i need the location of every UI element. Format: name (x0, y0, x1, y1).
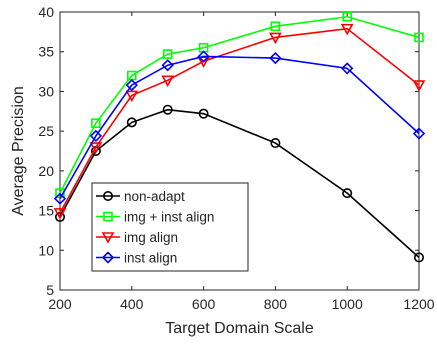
legend-item-img-align: img align (96, 230, 178, 245)
legend-swatch-marker (103, 211, 113, 222)
data-point (126, 117, 137, 128)
x-tick-label: 400 (120, 296, 144, 312)
data-point (89, 129, 103, 143)
data-point (125, 78, 138, 92)
x-axis-label: Target Domain Scale (165, 320, 314, 337)
data-point (53, 208, 67, 220)
data-point (270, 21, 281, 32)
y-tick-label: 30 (38, 83, 54, 99)
data-point (269, 51, 282, 65)
data-point (91, 118, 101, 128)
y-tick-label: 10 (38, 242, 54, 258)
y-tick-label: 15 (38, 203, 54, 219)
x-tick-label: 200 (48, 296, 72, 312)
data-point (414, 32, 424, 43)
legend-box (91, 182, 249, 272)
data-point (197, 50, 210, 63)
legend: non-adapt img + inst align img align inst a… (91, 182, 249, 272)
x-tick-label: 1200 (403, 296, 434, 312)
legend-swatch-marker (101, 232, 115, 244)
data-point (161, 59, 174, 72)
legend-item-inst-align: inst align (96, 251, 177, 266)
legend-swatch-marker (103, 191, 114, 202)
data-point (342, 188, 353, 199)
data-point (340, 23, 354, 36)
data-point (125, 90, 139, 103)
data-point (269, 32, 282, 45)
series-line-img-inst-align (59, 15, 420, 194)
series-line-non-adapt (59, 108, 420, 259)
data-point (342, 11, 353, 22)
legend-item-non-adapt: non-adapt (96, 189, 185, 204)
data-point (89, 142, 103, 154)
data-point (412, 127, 426, 140)
legend-item-img-inst-align: img + inst align (96, 210, 214, 225)
legend-label: inst align (124, 251, 177, 266)
data-point (162, 49, 173, 59)
legend-label: img align (124, 230, 178, 245)
x-tick-label: 1000 (332, 296, 363, 312)
series-lines (53, 11, 426, 263)
legend-label: img + inst align (124, 210, 214, 225)
data-point (412, 80, 426, 92)
data-point (341, 62, 354, 75)
y-axis-label: Average Precision (10, 86, 27, 216)
data-point (161, 75, 175, 87)
series-inst-align (53, 50, 426, 205)
data-point (270, 138, 281, 149)
y-tick-label: 40 (38, 4, 54, 20)
y-tick-label: 20 (38, 163, 54, 179)
series-line-inst-align (59, 55, 420, 200)
data-point (413, 252, 424, 263)
data-point (198, 108, 209, 119)
data-point (162, 104, 173, 115)
legend-label: non-adapt (124, 189, 185, 204)
data-point (53, 192, 67, 205)
x-tick-label: 600 (192, 296, 216, 312)
y-tick-label: 35 (38, 44, 54, 60)
y-tick-label: 25 (38, 123, 54, 139)
series-line-img-align (59, 27, 420, 214)
axis-ticks: 200 400 600 800 1000 1200 5 10 15 20 25 30 35 40 (38, 4, 434, 312)
y-tick-label: 5 (46, 282, 54, 298)
x-tick-label: 800 (264, 296, 288, 312)
legend-swatch-marker (101, 251, 115, 264)
